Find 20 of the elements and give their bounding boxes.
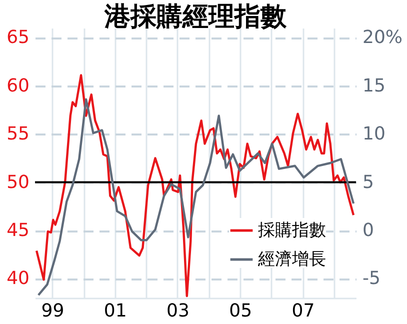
y-tick-label: 55 bbox=[6, 124, 30, 145]
legend-label: 採購指數 bbox=[258, 220, 326, 240]
x-tick-label: 07 bbox=[292, 300, 315, 322]
x-tick-label: 99 bbox=[41, 300, 64, 322]
y-tick-label: 50 bbox=[6, 172, 30, 193]
x-tick-label: 05 bbox=[229, 300, 252, 322]
x-tick-label: 01 bbox=[104, 300, 127, 322]
y-tick-label: 65 bbox=[6, 27, 30, 48]
chart-title: 港採購經理指數 bbox=[104, 2, 288, 32]
y2-tick-label: 20% bbox=[362, 27, 403, 48]
x-tick-label: 03 bbox=[166, 300, 190, 322]
y2-tick-label: 0 bbox=[362, 220, 374, 241]
y-tick-label: 60 bbox=[6, 75, 30, 96]
legend-label: 經濟增長 bbox=[257, 250, 326, 270]
y-tick-label: 45 bbox=[6, 220, 30, 241]
y2-tick-label: -5 bbox=[362, 268, 380, 290]
y2-tick-label: 15 bbox=[362, 75, 386, 96]
y2-tick-label: 10 bbox=[362, 124, 386, 145]
y-tick-label: 40 bbox=[6, 268, 30, 290]
y2-tick-label: 5 bbox=[362, 172, 374, 193]
